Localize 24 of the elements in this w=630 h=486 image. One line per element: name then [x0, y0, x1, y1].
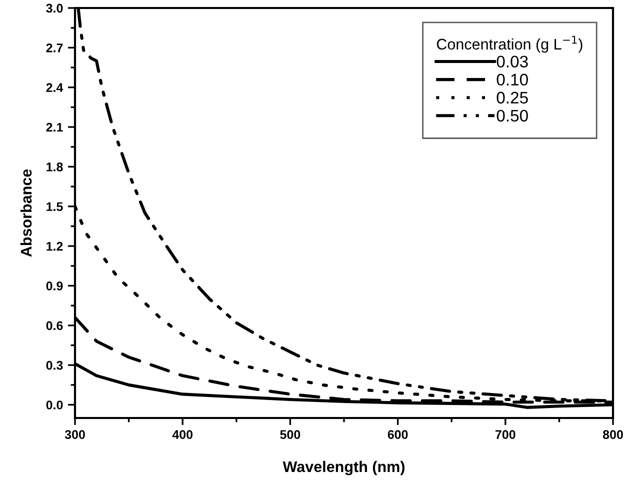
x-tick-label: 500 — [280, 430, 300, 439]
y-tick-label: 1.2 — [46, 242, 63, 251]
y-tick-label: 2.4 — [46, 83, 64, 92]
y-tick-label: 1.5 — [46, 202, 63, 212]
y-tick-label: 0.0 — [46, 400, 63, 410]
y-tick-label: 1.8 — [46, 162, 63, 172]
x-tick-label: 300 — [64, 430, 85, 440]
x-tick-label: 800 — [602, 430, 623, 439]
y-tick-label: 0.9 — [46, 282, 63, 290]
legend-label: 0.50 — [496, 110, 528, 122]
y-tick-label: 2.7 — [46, 43, 63, 52]
y-tick-label: 2.1 — [46, 122, 63, 132]
y-tick-label: 0.6 — [46, 321, 63, 330]
x-tick-label: 600 — [388, 430, 408, 439]
x-tick-label: 400 — [172, 430, 193, 439]
x-tick-label: 700 — [496, 430, 516, 439]
x-axis-title: Wavelength (nm) — [282, 460, 404, 476]
y-tick-label: 0.3 — [46, 360, 63, 370]
legend-label: 0.10 — [496, 74, 528, 86]
y-axis-title: Absorbance — [20, 169, 32, 257]
legend-label: 0.03 — [496, 56, 528, 68]
y-tick-label: 3.0 — [46, 4, 63, 13]
legend-label: 0.25 — [496, 92, 528, 104]
legend-title: Concentration (g L$^{−1}$) — [436, 36, 582, 53]
